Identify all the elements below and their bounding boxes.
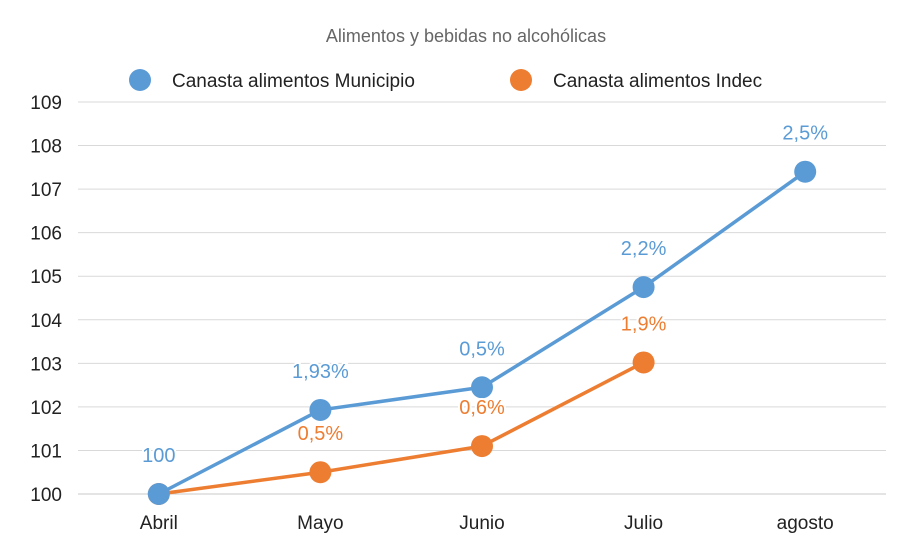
y-tick-label: 104 [30, 311, 62, 332]
series-0 [147, 160, 817, 505]
series-line [157, 360, 646, 496]
grid [78, 101, 886, 495]
x-tick-label: Mayo [297, 513, 343, 534]
legend-label-indec: Canasta alimentos Indec [553, 71, 762, 92]
y-tick-label: 107 [30, 180, 62, 201]
data-point [147, 483, 170, 505]
data-label: 1,93% [292, 361, 349, 383]
data-point [471, 376, 493, 399]
legend-marker-municipio [129, 69, 151, 91]
legend-label-municipio: Canasta alimentos Municipio [172, 71, 415, 92]
data-label: 2,2% [621, 238, 667, 260]
data-label: 100 [142, 445, 175, 467]
x-tick-label: agosto [777, 513, 834, 534]
data-point [794, 160, 817, 183]
y-tick-label: 106 [30, 224, 62, 245]
data-point [309, 461, 332, 484]
x-tick-label: Junio [459, 513, 504, 534]
legend-marker-indec [510, 69, 532, 91]
y-tick-label: 100 [30, 485, 62, 506]
data-point [309, 398, 332, 421]
data-label: 0,5% [459, 338, 505, 360]
data-point [632, 351, 655, 374]
series-1 [147, 351, 655, 505]
data-point [471, 435, 493, 458]
y-tick-label: 101 [30, 441, 62, 462]
x-axis-ticks: Abril Mayo Junio Julio agosto [140, 513, 834, 534]
data-point [632, 276, 655, 299]
data-label: 0,6% [459, 397, 505, 419]
data-label: 2,5% [782, 123, 828, 145]
series [147, 160, 817, 505]
data-label: 1,9% [621, 313, 667, 335]
data-label: 0,5% [298, 423, 344, 445]
y-axis-ticks: 100 101 102 103 104 105 106 107 108 109 [30, 93, 62, 506]
chart-title: Alimentos y bebidas no alcohólicas [326, 26, 606, 46]
x-tick-label: Julio [624, 513, 663, 534]
y-tick-label: 103 [30, 354, 62, 375]
y-tick-label: 105 [30, 267, 62, 288]
data-labels: 0,5% 0,6% 1,9% 100 1,93% 0,5% 2,2% 2,5% [140, 121, 830, 469]
legend-item-indec: Canasta alimentos Indec [510, 69, 762, 92]
y-tick-label: 102 [30, 398, 62, 419]
y-tick-label: 109 [30, 93, 62, 114]
legend: Canasta alimentos Municipio Canasta alim… [129, 69, 762, 92]
x-tick-label: Abril [140, 513, 178, 534]
legend-item-municipio: Canasta alimentos Municipio [129, 69, 415, 92]
y-tick-label: 108 [30, 137, 62, 158]
